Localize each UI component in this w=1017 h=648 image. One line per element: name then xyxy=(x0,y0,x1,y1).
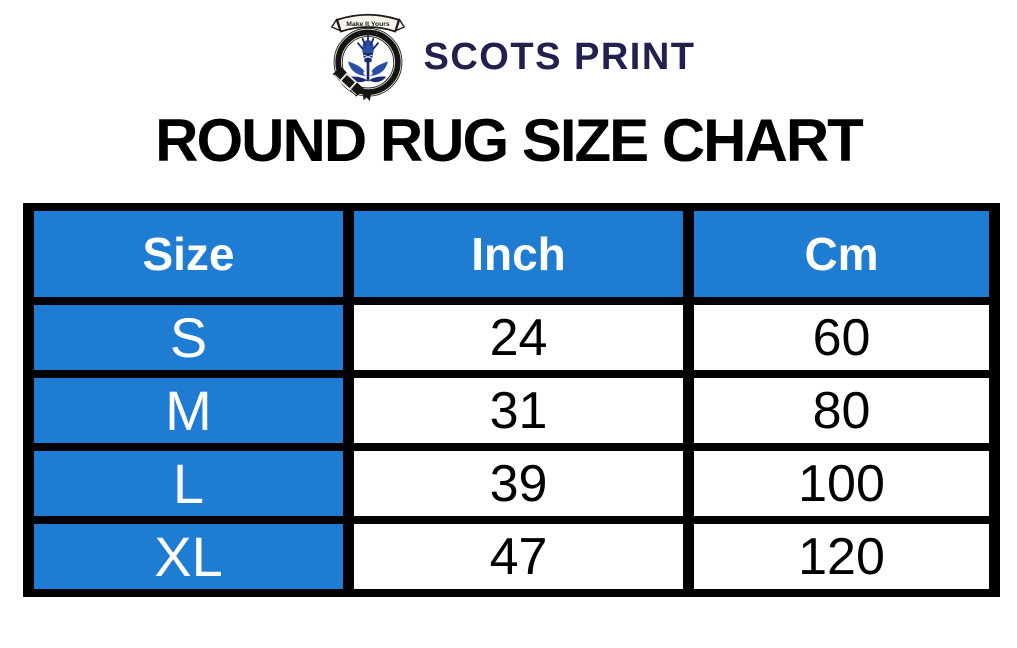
size-cell: M xyxy=(23,370,354,451)
column-header-cm: Cm xyxy=(683,203,1000,305)
inch-cell: 39 xyxy=(343,443,694,524)
table-row-m: M 31 80 xyxy=(23,370,1000,451)
size-cell: S xyxy=(23,297,354,378)
inch-cell: 24 xyxy=(343,297,694,378)
cm-cell: 80 xyxy=(683,370,1000,451)
thistle-icon xyxy=(347,33,388,83)
table-row-l: L 39 100 xyxy=(23,443,1000,524)
thistle-crest-icon: Make It Yours xyxy=(330,13,405,102)
cm-cell: 60 xyxy=(683,297,1000,378)
table-row-xl: XL 47 120 xyxy=(23,516,1000,597)
table-row-s: S 24 60 xyxy=(23,297,1000,378)
column-header-size: Size xyxy=(23,203,354,305)
column-header-inch: Inch xyxy=(343,203,694,305)
size-cell: XL xyxy=(23,516,354,597)
header-row: Size Inch Cm xyxy=(23,203,1000,305)
crest-strap-buckle xyxy=(332,66,372,102)
brand-name: SCOTS PRINT xyxy=(423,35,696,78)
brand-header: Make It Yours SCOTS PRINT xyxy=(0,8,1017,102)
size-cell: L xyxy=(23,443,354,524)
size-chart-table: Size Inch Cm S 24 60 M 31 80 L 39 100 XL… xyxy=(23,203,1000,597)
page-title: ROUND RUG SIZE CHART xyxy=(155,107,864,174)
cm-cell: 120 xyxy=(683,516,1000,597)
inch-cell: 47 xyxy=(343,516,694,597)
crest-motto: Make It Yours xyxy=(346,21,390,28)
cm-cell: 100 xyxy=(683,443,1000,524)
inch-cell: 31 xyxy=(343,370,694,451)
